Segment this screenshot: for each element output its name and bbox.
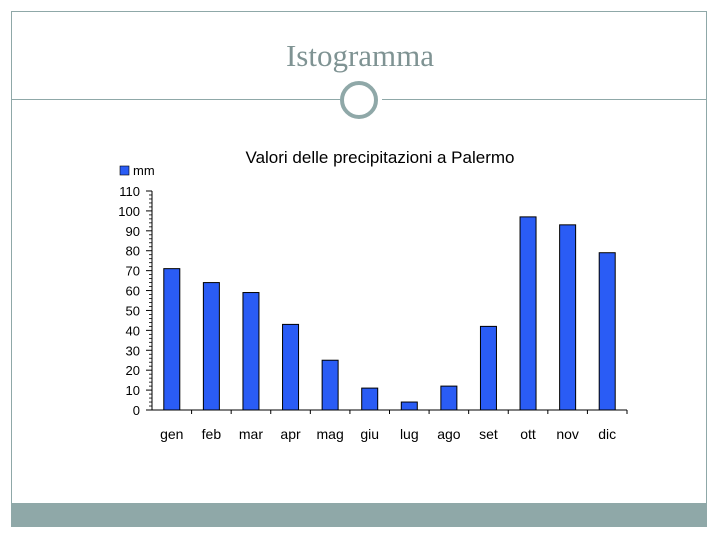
- bar-mar: [242, 292, 260, 411]
- y-tick-label: 40: [126, 323, 140, 338]
- y-tick-label: 50: [126, 303, 140, 318]
- x-tick-label-ott: ott: [520, 426, 536, 442]
- x-tick-label-dic: dic: [598, 426, 616, 442]
- x-tick-label-mar: mar: [239, 426, 263, 442]
- x-tick-label-apr: apr: [280, 426, 301, 442]
- bar-feb: [202, 282, 220, 411]
- x-tick-label-mag: mag: [317, 426, 344, 442]
- y-tick-label: 70: [126, 264, 140, 279]
- y-tick-label: 10: [126, 383, 140, 398]
- legend-swatch: [119, 165, 130, 176]
- slide-title: Istogramma: [285, 38, 435, 73]
- x-tick-label-gen: gen: [160, 426, 183, 442]
- bar-apr: [282, 323, 300, 411]
- y-tick-label: 60: [126, 284, 140, 299]
- legend-label: mm: [133, 163, 155, 178]
- x-tick-label-feb: feb: [202, 426, 222, 442]
- x-tick-label-nov: nov: [556, 426, 579, 442]
- y-tick-label: 30: [126, 343, 140, 358]
- y-tick-label: 100: [118, 204, 140, 219]
- bar-ago: [440, 385, 458, 411]
- title-divider-right: [382, 99, 707, 100]
- x-tick-label-ago: ago: [437, 426, 461, 442]
- y-tick-label: 80: [126, 244, 140, 259]
- chart-title: Valori delle precipitazioni a Palermo: [246, 148, 515, 167]
- divider-ring-ornament: [340, 81, 378, 119]
- slide-frame: [11, 11, 707, 527]
- y-tick-label: 110: [119, 184, 140, 199]
- footer-bar: [12, 503, 706, 526]
- y-tick-label: 0: [133, 403, 140, 418]
- y-tick-label: 90: [126, 224, 140, 239]
- bar-dic: [598, 252, 616, 411]
- x-tick-label-set: set: [479, 426, 498, 442]
- y-tick-label: 20: [126, 363, 140, 378]
- bar-nov: [559, 224, 577, 411]
- bar-set: [479, 325, 497, 411]
- x-tick-label-giu: giu: [360, 426, 379, 442]
- bar-mag: [321, 359, 339, 411]
- bar-giu: [361, 387, 379, 411]
- x-tick-label-lug: lug: [400, 426, 419, 442]
- bar-gen: [163, 268, 181, 411]
- bar-lug: [400, 401, 418, 411]
- title-divider-left: [11, 99, 340, 100]
- bar-ott: [519, 216, 537, 411]
